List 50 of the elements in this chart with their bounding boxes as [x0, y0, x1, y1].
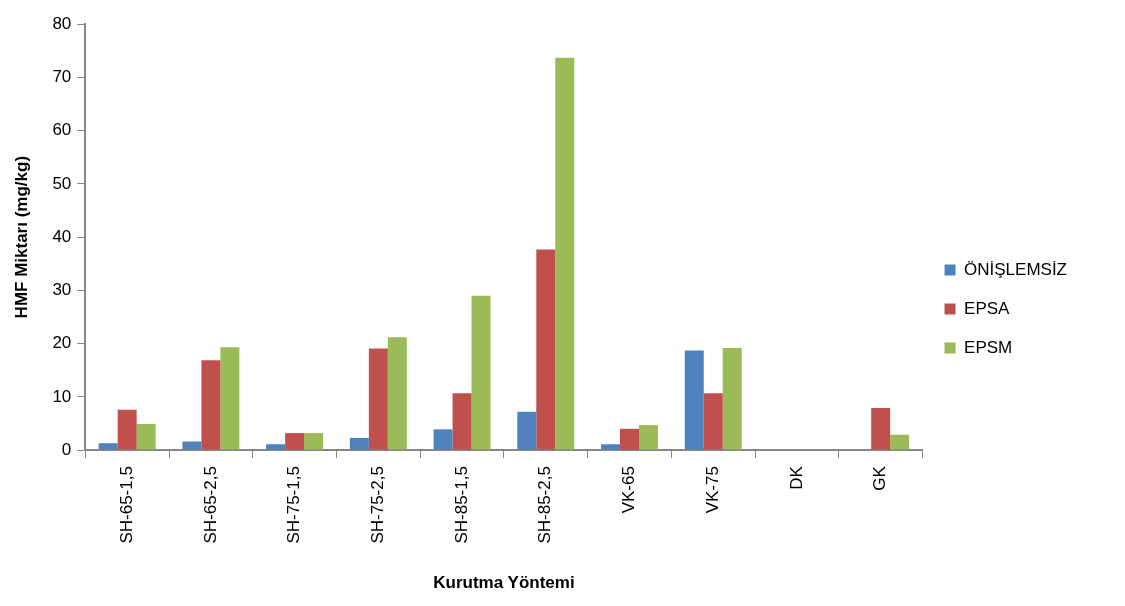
bar — [117, 409, 137, 450]
bar — [182, 441, 202, 450]
bar — [555, 57, 575, 450]
bar — [601, 444, 621, 450]
x-tick-label: GK — [870, 465, 890, 491]
bar — [517, 411, 537, 450]
bar — [871, 408, 891, 450]
y-tick-label: 60 — [52, 120, 72, 140]
y-tick-label: 40 — [52, 226, 72, 246]
x-tick-label: SH-75-2,5 — [368, 466, 388, 544]
legend-label: ÖNİŞLEMSİZ — [964, 259, 1068, 279]
legend-label: EPSA — [964, 298, 1011, 318]
y-axis-title: HMF Miktarı (mg/kg) — [11, 155, 31, 319]
bar — [266, 444, 286, 450]
bar — [201, 360, 221, 450]
legend-label: EPSM — [964, 337, 1013, 357]
y-tick-label: 50 — [52, 173, 72, 193]
bar — [433, 429, 453, 450]
bar — [368, 348, 388, 450]
bar — [349, 437, 369, 450]
x-tick-label: SH-75-1,5 — [284, 466, 304, 544]
x-tick-label: SH-85-2,5 — [535, 466, 555, 544]
bar — [890, 434, 910, 450]
bar — [722, 347, 742, 450]
x-axis-title: Kurutma Yöntemi — [433, 573, 575, 593]
x-tick-label: SH-65-2,5 — [200, 466, 220, 544]
bar — [639, 425, 658, 450]
bar — [220, 347, 240, 450]
bar — [703, 393, 723, 450]
bar — [304, 433, 324, 450]
x-tick-label: SH-65-1,5 — [116, 466, 136, 544]
x-tick-label: VK-75 — [702, 466, 722, 514]
bar — [471, 295, 491, 450]
y-tick-label: 0 — [61, 439, 72, 459]
y-tick-label: 10 — [52, 386, 72, 406]
bar — [452, 393, 472, 450]
x-tick-label: VK-65 — [619, 466, 639, 514]
bar — [536, 249, 556, 450]
bar — [620, 428, 639, 450]
y-tick-label: 70 — [52, 67, 72, 87]
bar — [98, 443, 118, 450]
bar — [285, 433, 305, 450]
bar — [136, 424, 156, 450]
x-tick-label: DK — [786, 465, 806, 490]
y-tick-label: 80 — [52, 13, 72, 33]
x-tick-label: SH-85-1,5 — [451, 466, 471, 544]
bar — [684, 350, 704, 450]
y-tick-label: 30 — [52, 280, 72, 300]
y-tick-label: 20 — [52, 333, 72, 353]
bar — [387, 337, 407, 450]
